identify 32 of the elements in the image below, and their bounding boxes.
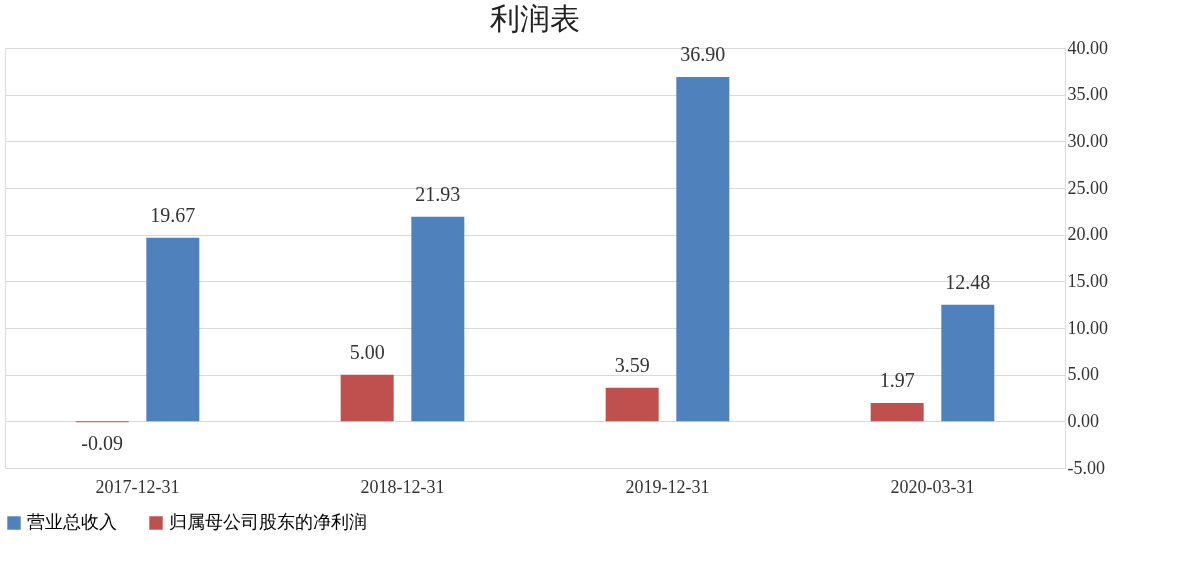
chart-title: 利润表 [490, 2, 580, 35]
y-tick-label: 40.00 [1067, 37, 1108, 58]
y-tick-label: 25.00 [1067, 177, 1108, 198]
y-tick-label: 35.00 [1067, 84, 1108, 105]
data-label: 21.93 [415, 182, 461, 205]
bar [870, 402, 924, 422]
x-tick-label: 2019-12-31 [625, 476, 710, 497]
x-tick-label: 2018-12-31 [360, 476, 445, 497]
bar [340, 374, 394, 422]
bar [676, 76, 730, 422]
x-tick-label: 2017-12-31 [95, 476, 180, 497]
bar [605, 387, 659, 422]
data-label: 36.90 [680, 42, 726, 65]
legend-label: 营业总收入 [27, 512, 117, 532]
data-label: 3.59 [614, 353, 650, 376]
bar [941, 304, 995, 422]
data-label: 12.48 [945, 270, 991, 293]
bar [411, 216, 465, 422]
x-tick-label: 2020-03-31 [890, 476, 975, 497]
legend-label: 归属母公司股东的净利润 [169, 512, 367, 532]
y-tick-label: 15.00 [1067, 270, 1108, 291]
y-tick-label: 0.00 [1067, 410, 1099, 431]
data-label: 19.67 [150, 203, 196, 226]
y-tick-label: 30.00 [1067, 130, 1108, 151]
data-label: -0.09 [81, 432, 123, 455]
data-label: 5.00 [349, 340, 385, 363]
y-tick-label: 5.00 [1067, 364, 1099, 385]
data-label: 1.97 [879, 368, 915, 391]
bar [146, 237, 200, 422]
y-tick-label: -5.00 [1067, 457, 1105, 478]
y-tick-label: 20.00 [1067, 224, 1108, 245]
y-tick-label: 10.00 [1067, 317, 1108, 338]
